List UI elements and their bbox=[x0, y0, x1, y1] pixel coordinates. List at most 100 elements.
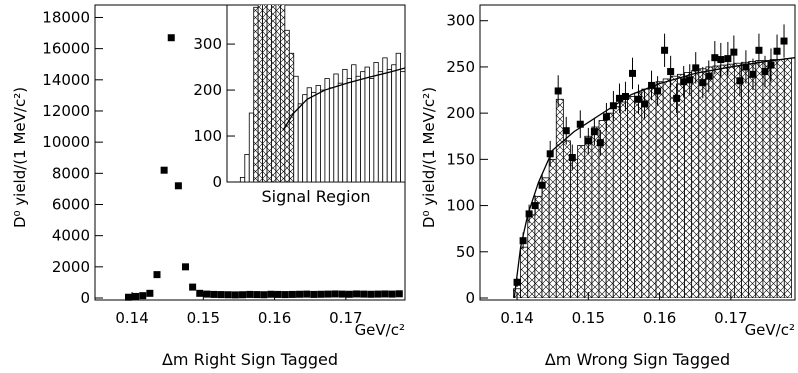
histogram-bin bbox=[527, 214, 536, 298]
histogram-bin bbox=[355, 75, 361, 182]
data-point bbox=[324, 290, 332, 298]
x-axis-title: Signal Region bbox=[261, 187, 370, 206]
histogram-bin bbox=[591, 126, 600, 298]
data-point bbox=[360, 290, 368, 298]
histogram-bin bbox=[395, 52, 401, 182]
histogram-bin bbox=[734, 62, 742, 298]
histogram-bin bbox=[677, 73, 685, 298]
y-tick-label: 100 bbox=[193, 127, 222, 145]
data-point bbox=[288, 290, 296, 298]
histogram-bin bbox=[311, 91, 317, 182]
x-axis-title: Δm Right Sign Tagged bbox=[162, 350, 338, 369]
histogram-bin bbox=[275, 5, 281, 182]
x-axis-unit: GeV/c² bbox=[355, 321, 405, 339]
y-tick-label: 200 bbox=[193, 81, 222, 99]
data-point bbox=[174, 182, 182, 190]
histogram-bin bbox=[239, 177, 246, 182]
data-point bbox=[717, 56, 725, 64]
y-tick-label: 16000 bbox=[42, 40, 90, 58]
data-point bbox=[615, 94, 623, 102]
histogram-bin bbox=[619, 101, 628, 298]
plot-content bbox=[124, 34, 403, 301]
data-point bbox=[621, 93, 629, 101]
histogram-bin bbox=[328, 87, 335, 182]
data-point bbox=[609, 102, 617, 110]
data-point bbox=[224, 291, 232, 299]
histogram-bin bbox=[368, 78, 375, 182]
histogram-bin bbox=[342, 68, 348, 182]
y-tick-label: 0 bbox=[465, 289, 475, 307]
x-tick-label: 0.15 bbox=[572, 309, 605, 327]
data-point bbox=[742, 63, 750, 71]
histogram-bin bbox=[634, 92, 643, 298]
histogram-bin bbox=[364, 66, 370, 182]
data-point bbox=[576, 120, 584, 128]
data-point bbox=[153, 271, 161, 279]
histogram-bin bbox=[315, 85, 321, 182]
data-point bbox=[538, 181, 546, 189]
data-point bbox=[139, 292, 147, 300]
data-point bbox=[780, 37, 788, 45]
y-tick-label: 8000 bbox=[52, 164, 90, 182]
histogram-bin bbox=[297, 103, 304, 182]
data-point bbox=[338, 290, 346, 298]
data-point bbox=[525, 210, 533, 218]
x-tick-label: 0.17 bbox=[714, 309, 747, 327]
histogram-bin bbox=[360, 71, 366, 182]
histogram-bin bbox=[534, 195, 543, 298]
histogram-bin bbox=[284, 29, 290, 182]
y-tick-label: 0 bbox=[212, 173, 222, 191]
data-point bbox=[773, 47, 781, 55]
data-point bbox=[661, 46, 669, 54]
data-point bbox=[519, 237, 527, 245]
data-point bbox=[274, 290, 282, 298]
histogram-bin bbox=[712, 65, 721, 298]
histogram-bin bbox=[641, 88, 650, 298]
data-point bbox=[736, 77, 744, 85]
data-point bbox=[239, 291, 247, 299]
histogram-bin bbox=[584, 135, 593, 298]
x-axis-unit: GeV/c² bbox=[745, 321, 795, 339]
data-point bbox=[531, 202, 539, 210]
histogram-bin bbox=[783, 58, 792, 298]
y-tick-label: 250 bbox=[446, 58, 475, 76]
data-point bbox=[260, 291, 268, 299]
y-tick-label: 100 bbox=[446, 197, 475, 215]
histogram-bin bbox=[248, 112, 255, 182]
data-point bbox=[388, 290, 396, 298]
data-point bbox=[374, 290, 382, 298]
y-tick-label: 150 bbox=[446, 150, 475, 168]
data-point bbox=[730, 48, 738, 56]
data-point bbox=[231, 291, 239, 299]
data-point bbox=[667, 68, 675, 76]
x-axis-title: Δm Wrong Sign Tagged bbox=[545, 350, 730, 369]
histogram-bin bbox=[386, 68, 393, 182]
histogram-bin bbox=[306, 87, 312, 182]
data-point bbox=[167, 34, 175, 42]
histogram-bin bbox=[279, 5, 286, 182]
data-point bbox=[648, 81, 656, 89]
data-point bbox=[296, 290, 304, 298]
data-point bbox=[711, 54, 719, 62]
histogram-bin bbox=[555, 98, 564, 298]
histogram-bin bbox=[748, 60, 757, 298]
data-point bbox=[673, 94, 681, 102]
histogram-bin bbox=[719, 64, 728, 298]
data-point bbox=[124, 293, 132, 301]
histogram-bin bbox=[726, 63, 735, 298]
data-point bbox=[182, 263, 190, 271]
data-point bbox=[705, 72, 713, 80]
histogram-bin bbox=[776, 59, 785, 298]
histogram-bin bbox=[762, 60, 771, 298]
y-axis-label: D⁰ yield/(1 MeV/c²) bbox=[420, 87, 438, 228]
histogram-bin bbox=[324, 78, 330, 182]
histogram-bin bbox=[741, 61, 750, 298]
histogram-bin bbox=[262, 5, 268, 182]
data-point bbox=[554, 87, 562, 95]
histogram-bin bbox=[755, 60, 764, 298]
histogram-bin bbox=[266, 5, 272, 182]
y-tick-label: 12000 bbox=[42, 102, 90, 120]
histogram-bin bbox=[391, 64, 397, 182]
histogram-bin bbox=[520, 246, 529, 298]
